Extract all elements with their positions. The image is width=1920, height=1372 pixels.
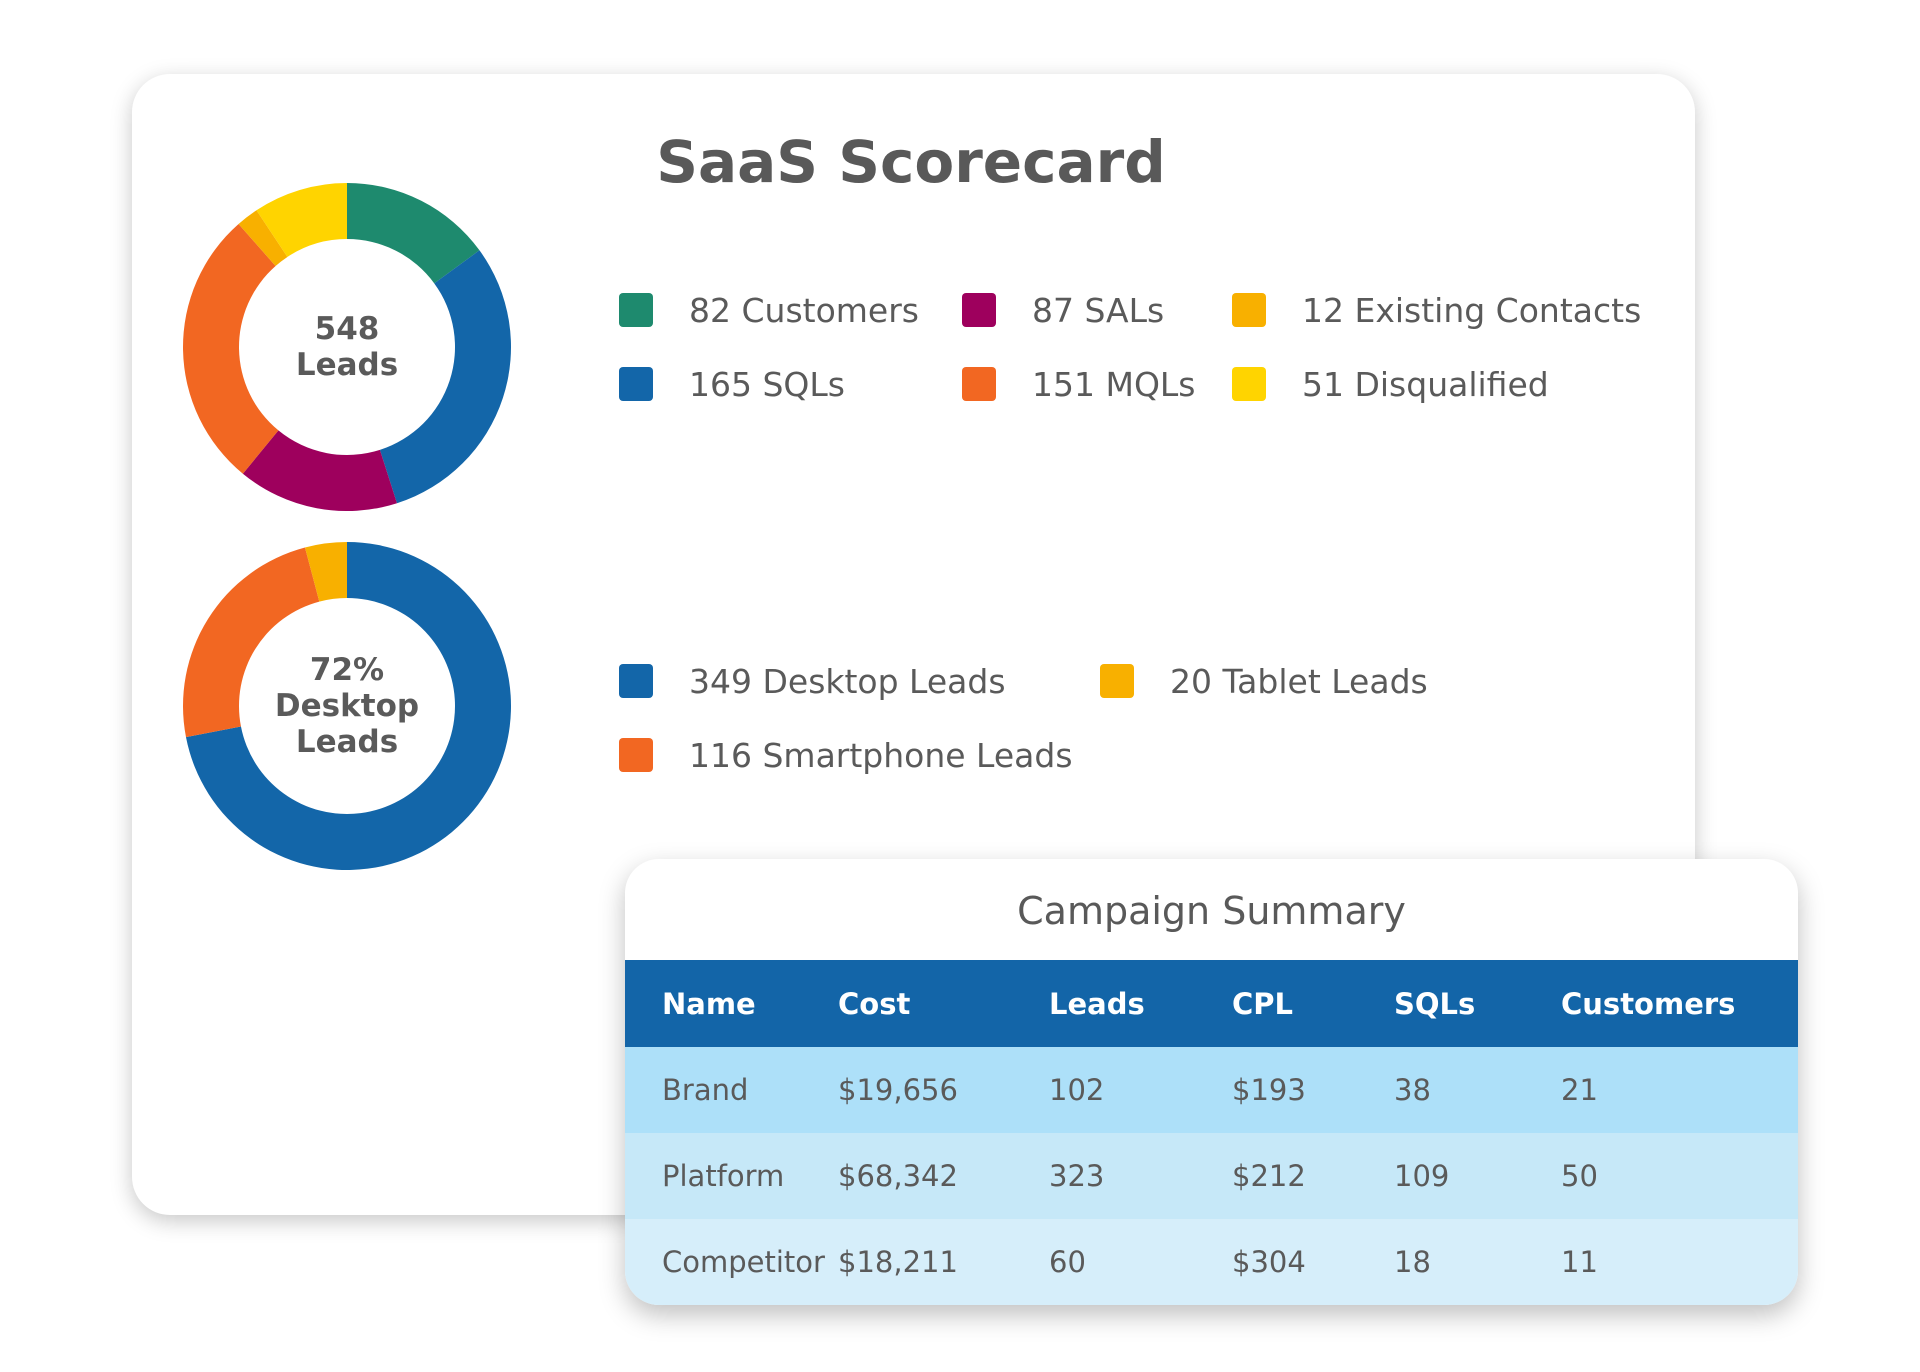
legend-swatch bbox=[1100, 664, 1134, 698]
legend-swatch bbox=[962, 367, 996, 401]
legend-item-116-smartphone-leads: 116 Smartphone Leads bbox=[619, 735, 1073, 775]
legend-label: 151 MQLs bbox=[1032, 364, 1196, 404]
center-unit: Leads bbox=[295, 347, 399, 383]
legend-label: 165 SQLs bbox=[689, 364, 845, 404]
donut-slice-82-customers bbox=[347, 183, 480, 284]
donut-slice-87-sals bbox=[242, 430, 397, 511]
cell-customers: 50 bbox=[1561, 1133, 1798, 1219]
cell-leads: 323 bbox=[1049, 1133, 1232, 1219]
legend-item-165-sqls: 165 SQLs bbox=[619, 364, 845, 404]
legend-label: 51 Disqualified bbox=[1302, 364, 1549, 404]
legend-label: 116 Smartphone Leads bbox=[689, 735, 1073, 775]
legend-item-51-disqualified: 51 Disqualified bbox=[1232, 364, 1549, 404]
center-value: 72% bbox=[309, 652, 385, 688]
cell-name: Platform bbox=[625, 1133, 838, 1219]
column-header-name: Name bbox=[625, 960, 838, 1047]
cell-sqls: 18 bbox=[1394, 1219, 1561, 1305]
column-header-cpl: CPL bbox=[1232, 960, 1394, 1047]
device-donut-chart bbox=[183, 542, 511, 870]
cell-leads: 102 bbox=[1049, 1047, 1232, 1133]
donut-slice-151-mqls bbox=[183, 223, 279, 474]
cell-leads: 60 bbox=[1049, 1219, 1232, 1305]
donut-slice-51-disqualified bbox=[256, 183, 347, 257]
legend-item-20-tablet-leads: 20 Tablet Leads bbox=[1100, 661, 1428, 701]
table-row: Brand $19,656 102 $193 38 21 bbox=[625, 1047, 1798, 1133]
legend-item-151-mqls: 151 MQLs bbox=[962, 364, 1196, 404]
cell-sqls: 109 bbox=[1394, 1133, 1561, 1219]
legend-swatch bbox=[962, 293, 996, 327]
legend-label: 20 Tablet Leads bbox=[1170, 661, 1428, 701]
legend-item-12-existing-contacts: 12 Existing Contacts bbox=[1232, 290, 1641, 330]
cell-cost: $19,656 bbox=[838, 1047, 1049, 1133]
cell-name: Competitor bbox=[625, 1219, 838, 1305]
cell-customers: 21 bbox=[1561, 1047, 1798, 1133]
donut-slice-116-smartphone-leads bbox=[183, 547, 320, 738]
device-donut-center-label: 72% Desktop Leads bbox=[237, 652, 457, 760]
column-header-cost: Cost bbox=[838, 960, 1049, 1047]
campaign-summary-title: Campaign Summary bbox=[1017, 889, 1406, 933]
legend-label: 349 Desktop Leads bbox=[689, 661, 1006, 701]
donut-slice-20-tablet-leads bbox=[304, 542, 347, 602]
cell-cpl: $193 bbox=[1232, 1047, 1394, 1133]
legend-item-82-customers: 82 Customers bbox=[619, 290, 919, 330]
center-line3: Leads bbox=[295, 724, 399, 760]
cell-cost: $68,342 bbox=[838, 1133, 1049, 1219]
legend-label: 12 Existing Contacts bbox=[1302, 290, 1642, 330]
cell-cost: $18,211 bbox=[838, 1219, 1049, 1305]
cell-name: Brand bbox=[625, 1047, 838, 1133]
leads-donut-center-label: 548 Leads bbox=[237, 311, 457, 383]
column-header-leads: Leads bbox=[1049, 960, 1232, 1047]
legend-label: 82 Customers bbox=[689, 290, 919, 330]
legend-item-349-desktop-leads: 349 Desktop Leads bbox=[619, 661, 1006, 701]
center-value: 548 bbox=[314, 311, 380, 347]
legend-swatch bbox=[619, 738, 653, 772]
table-header-row: Name Cost Leads CPL SQLs Customers bbox=[625, 960, 1798, 1047]
legend-swatch bbox=[619, 293, 653, 327]
legend-label: 87 SALs bbox=[1032, 290, 1165, 330]
donut-slice-349-desktop-leads bbox=[185, 542, 511, 870]
campaign-summary-table: Name Cost Leads CPL SQLs Customers Brand… bbox=[625, 960, 1798, 1305]
leads-donut-chart bbox=[183, 183, 511, 511]
column-header-sqls: SQLs bbox=[1394, 960, 1561, 1047]
column-header-customers: Customers bbox=[1561, 960, 1798, 1047]
legend-swatch bbox=[619, 367, 653, 401]
donut-slice-12-existing-contacts bbox=[238, 210, 288, 266]
campaign-summary-card: Campaign Summary Name Cost Leads CPL SQL… bbox=[625, 859, 1798, 1305]
cell-customers: 11 bbox=[1561, 1219, 1798, 1305]
center-line2: Desktop bbox=[274, 688, 420, 724]
table-row: Competitor $18,211 60 $304 18 11 bbox=[625, 1219, 1798, 1305]
cell-cpl: $212 bbox=[1232, 1133, 1394, 1219]
legend-item-87-sals: 87 SALs bbox=[962, 290, 1164, 330]
table-row: Platform $68,342 323 $212 109 50 bbox=[625, 1133, 1798, 1219]
legend-swatch bbox=[1232, 293, 1266, 327]
page-title: SaaS Scorecard bbox=[656, 128, 1166, 196]
legend-swatch bbox=[1232, 367, 1266, 401]
cell-cpl: $304 bbox=[1232, 1219, 1394, 1305]
donut-slice-165-sqls bbox=[379, 250, 511, 504]
legend-swatch bbox=[619, 664, 653, 698]
cell-sqls: 38 bbox=[1394, 1047, 1561, 1133]
